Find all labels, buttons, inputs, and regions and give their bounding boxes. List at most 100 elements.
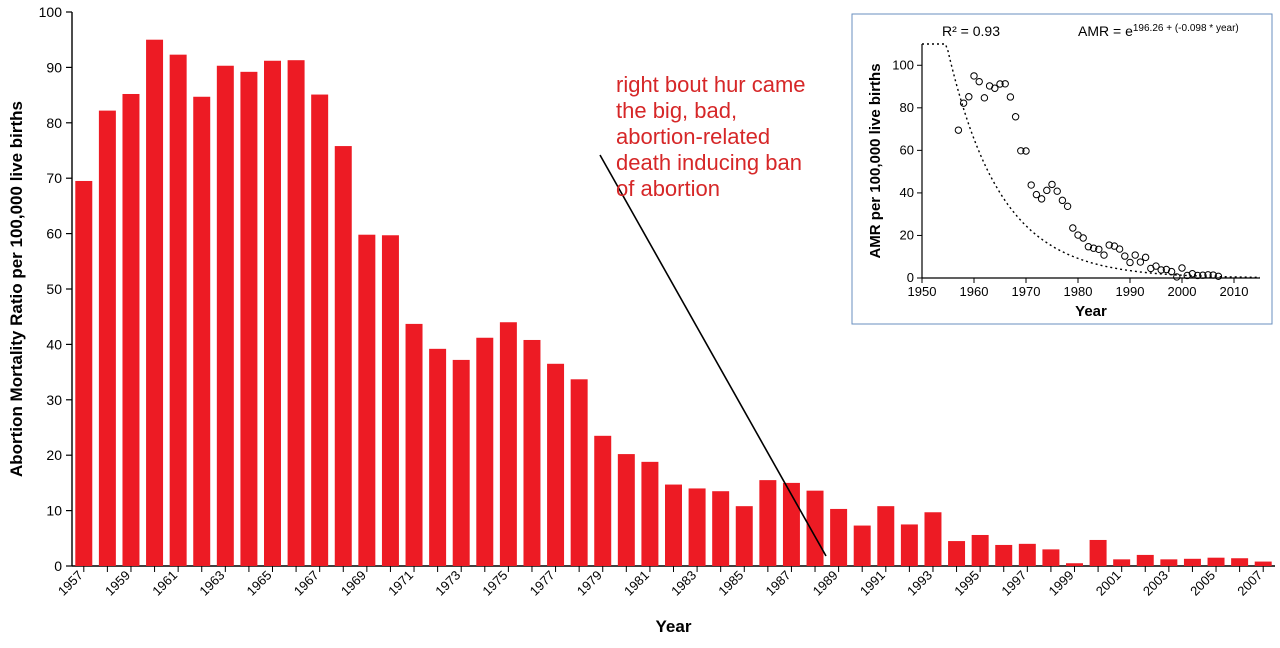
bar (924, 512, 941, 566)
figure-svg: 0102030405060708090100 19571959196119631… (0, 0, 1280, 648)
xtick-label: 1991 (857, 568, 888, 599)
bar (193, 97, 210, 566)
xtick-label: 1989 (810, 568, 841, 599)
xtick-label: 1963 (196, 568, 227, 599)
ytick-label: 50 (46, 281, 62, 297)
ytick-label: 10 (46, 503, 62, 519)
bar (264, 61, 281, 566)
bar (948, 541, 965, 566)
xtick-label: 1997 (998, 568, 1029, 599)
xtick-label: 1983 (668, 568, 699, 599)
bar (288, 60, 305, 566)
inset-ytick-label: 20 (900, 227, 914, 242)
ytick-label: 70 (46, 170, 62, 186)
bar (689, 488, 706, 566)
bar (665, 485, 682, 566)
xtick-label: 1969 (338, 568, 369, 599)
bar (1255, 562, 1272, 566)
bar (1231, 558, 1248, 566)
xtick-label: 1979 (574, 568, 605, 599)
bar (1113, 559, 1130, 566)
xtick-label: 1973 (432, 568, 463, 599)
annotation-text: right bout hur camethe big, bad,abortion… (616, 72, 806, 201)
bar (712, 491, 729, 566)
bar (146, 40, 163, 566)
ytick-label: 90 (46, 59, 62, 75)
inset-ytick-label: 100 (892, 57, 914, 72)
bar (877, 506, 894, 566)
inset-y-axis-label: AMR per 100,000 live births (867, 63, 884, 258)
xtick-label: 1993 (904, 568, 935, 599)
bar (122, 94, 139, 566)
bar (358, 235, 375, 566)
ytick-label: 40 (46, 336, 62, 352)
bar (335, 146, 352, 566)
bar (382, 235, 399, 566)
xtick-label: 1985 (715, 568, 746, 599)
bar (618, 454, 635, 566)
annotation-line: right bout hur came (616, 72, 806, 97)
xtick-label: 1987 (763, 568, 794, 599)
bar (807, 491, 824, 566)
inset-x-axis-label: Year (1075, 303, 1107, 320)
xtick-label: 2005 (1187, 568, 1218, 599)
main-y-axis-label: Abortion Mortality Ratio per 100,000 liv… (7, 101, 26, 477)
inset-xtick-label: 1950 (908, 284, 937, 299)
bar (311, 95, 328, 566)
xtick-label: 1977 (527, 568, 558, 599)
bar (571, 379, 588, 566)
bar (99, 111, 116, 566)
bar (1160, 559, 1177, 566)
xtick-label: 1965 (244, 568, 275, 599)
inset-ytick-label: 0 (907, 270, 914, 285)
inset-panel: 1950196019701980199020002010 02040608010… (852, 14, 1272, 324)
bar (995, 545, 1012, 566)
main-x-axis-label: Year (656, 617, 692, 636)
annotation-line: the big, bad, (616, 98, 737, 123)
inset-r2-label: R² = 0.93 (942, 23, 1000, 39)
bar (523, 340, 540, 566)
inset-xtick-label: 1980 (1064, 284, 1093, 299)
bar (217, 66, 234, 566)
ytick-label: 80 (46, 115, 62, 131)
xtick-label: 2007 (1234, 568, 1265, 599)
bar (75, 181, 92, 566)
inset-xtick-label: 2010 (1220, 284, 1249, 299)
bar (641, 462, 658, 566)
xtick-label: 1995 (951, 568, 982, 599)
bar (547, 364, 564, 566)
bar (854, 526, 871, 566)
bar (1208, 558, 1225, 566)
inset-ytick-label: 80 (900, 100, 914, 115)
xtick-label: 1971 (385, 568, 416, 599)
bar (594, 436, 611, 566)
bar (453, 360, 470, 566)
xtick-label: 1999 (1046, 568, 1077, 599)
inset-xtick-label: 1990 (1116, 284, 1145, 299)
bar (240, 72, 257, 566)
bar (759, 480, 776, 566)
inset-xtick-label: 1970 (1012, 284, 1041, 299)
ytick-label: 0 (54, 558, 62, 574)
xtick-label: 2003 (1140, 568, 1171, 599)
bar (406, 324, 423, 566)
bar (429, 349, 446, 566)
ytick-label: 30 (46, 392, 62, 408)
main-chart-yticks: 0102030405060708090100 (39, 4, 72, 574)
annotation-line: death inducing ban (616, 150, 802, 175)
bar (830, 509, 847, 566)
bar (500, 322, 517, 566)
inset-xtick-label: 2000 (1168, 284, 1197, 299)
bar (901, 524, 918, 566)
bar (476, 338, 493, 566)
annotation-line: of abortion (616, 176, 720, 201)
bar (972, 535, 989, 566)
xtick-label: 2001 (1093, 568, 1124, 599)
bar (1137, 555, 1154, 566)
ytick-label: 20 (46, 447, 62, 463)
xtick-label: 1959 (102, 568, 133, 599)
bar (1066, 563, 1083, 566)
main-chart-xticks: 1957195919611963196519671969197119731975… (55, 566, 1265, 599)
chart-container: { "main_chart": { "type": "bar", "x_labe… (0, 0, 1280, 648)
bar (1090, 540, 1107, 566)
